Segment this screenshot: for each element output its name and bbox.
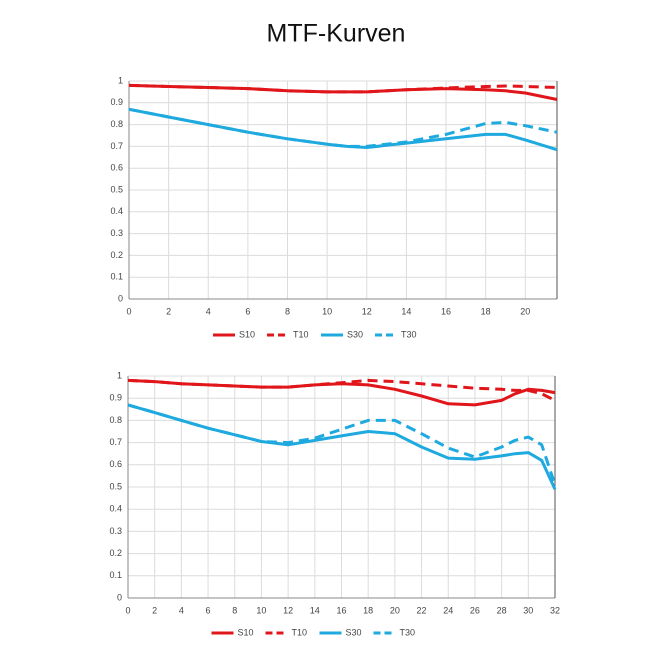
legend-label: T30 — [400, 627, 416, 637]
x-tick-label: 0 — [126, 306, 131, 316]
y-tick-label: 0.7 — [110, 141, 123, 151]
x-tick-label: 26 — [470, 605, 480, 615]
y-tick-label: 1 — [117, 370, 122, 380]
x-tick-label: 0 — [125, 605, 130, 615]
y-tick-label: 0.7 — [109, 437, 122, 447]
series-line — [127, 403, 557, 486]
y-tick-label: 0.8 — [109, 415, 122, 425]
y-tick-label: 0.3 — [109, 526, 122, 536]
x-tick-label: 10 — [256, 605, 266, 615]
series-line — [128, 83, 558, 94]
x-tick-label: 32 — [550, 605, 560, 615]
x-tick-label: 6 — [245, 306, 250, 316]
legend-label: T10 — [292, 627, 308, 637]
y-tick-label: 0 — [117, 592, 122, 602]
y-tick-label: 0.2 — [110, 250, 123, 260]
y-tick-label: 1 — [118, 75, 123, 85]
y-tick-label: 0.5 — [110, 184, 123, 194]
x-tick-label: 20 — [390, 605, 400, 615]
y-tick-label: 0.8 — [110, 119, 123, 129]
x-tick-label: 2 — [166, 306, 171, 316]
x-tick-label: 14 — [401, 306, 411, 316]
y-tick-label: 0.4 — [109, 504, 122, 514]
y-tick-label: 0.6 — [109, 459, 122, 469]
y-tick-label: 0.9 — [109, 393, 122, 403]
x-tick-label: 8 — [285, 306, 290, 316]
y-tick-label: 0.2 — [109, 548, 122, 558]
x-tick-label: 18 — [481, 306, 491, 316]
series-line — [127, 378, 556, 402]
x-tick-label: 4 — [206, 306, 211, 316]
x-tick-label: 8 — [232, 605, 237, 615]
y-tick-label: 0.1 — [110, 272, 123, 282]
legend-label: T10 — [293, 329, 309, 339]
x-tick-label: 28 — [497, 605, 507, 615]
legend-label: T30 — [401, 329, 417, 339]
legend-label: S30 — [347, 329, 363, 339]
x-tick-label: 22 — [417, 605, 427, 615]
y-tick-label: 0 — [118, 293, 123, 303]
y-tick-label: 0.4 — [110, 206, 123, 216]
x-tick-label: 14 — [310, 605, 320, 615]
legend-label: S10 — [238, 627, 254, 637]
x-tick-label: 30 — [523, 605, 533, 615]
x-tick-label: 20 — [520, 306, 530, 316]
page-title: MTF-Kurven — [267, 20, 406, 48]
x-tick-label: 16 — [441, 306, 451, 316]
y-tick-label: 0.6 — [110, 163, 123, 173]
legend-label: S30 — [346, 627, 362, 637]
x-tick-label: 16 — [336, 605, 346, 615]
x-tick-label: 24 — [443, 605, 453, 615]
series-line — [128, 107, 558, 148]
y-tick-label: 0.9 — [110, 97, 123, 107]
x-tick-label: 12 — [362, 306, 372, 316]
x-tick-label: 10 — [322, 306, 332, 316]
x-tick-label: 18 — [363, 605, 373, 615]
x-tick-label: 2 — [152, 605, 157, 615]
legend-label: S10 — [239, 329, 255, 339]
y-tick-label: 0.3 — [110, 228, 123, 238]
y-tick-label: 0.1 — [109, 570, 122, 580]
x-tick-label: 12 — [283, 605, 293, 615]
x-tick-label: 6 — [206, 605, 211, 615]
x-tick-label: 4 — [179, 605, 184, 615]
y-tick-label: 0.5 — [109, 481, 122, 491]
